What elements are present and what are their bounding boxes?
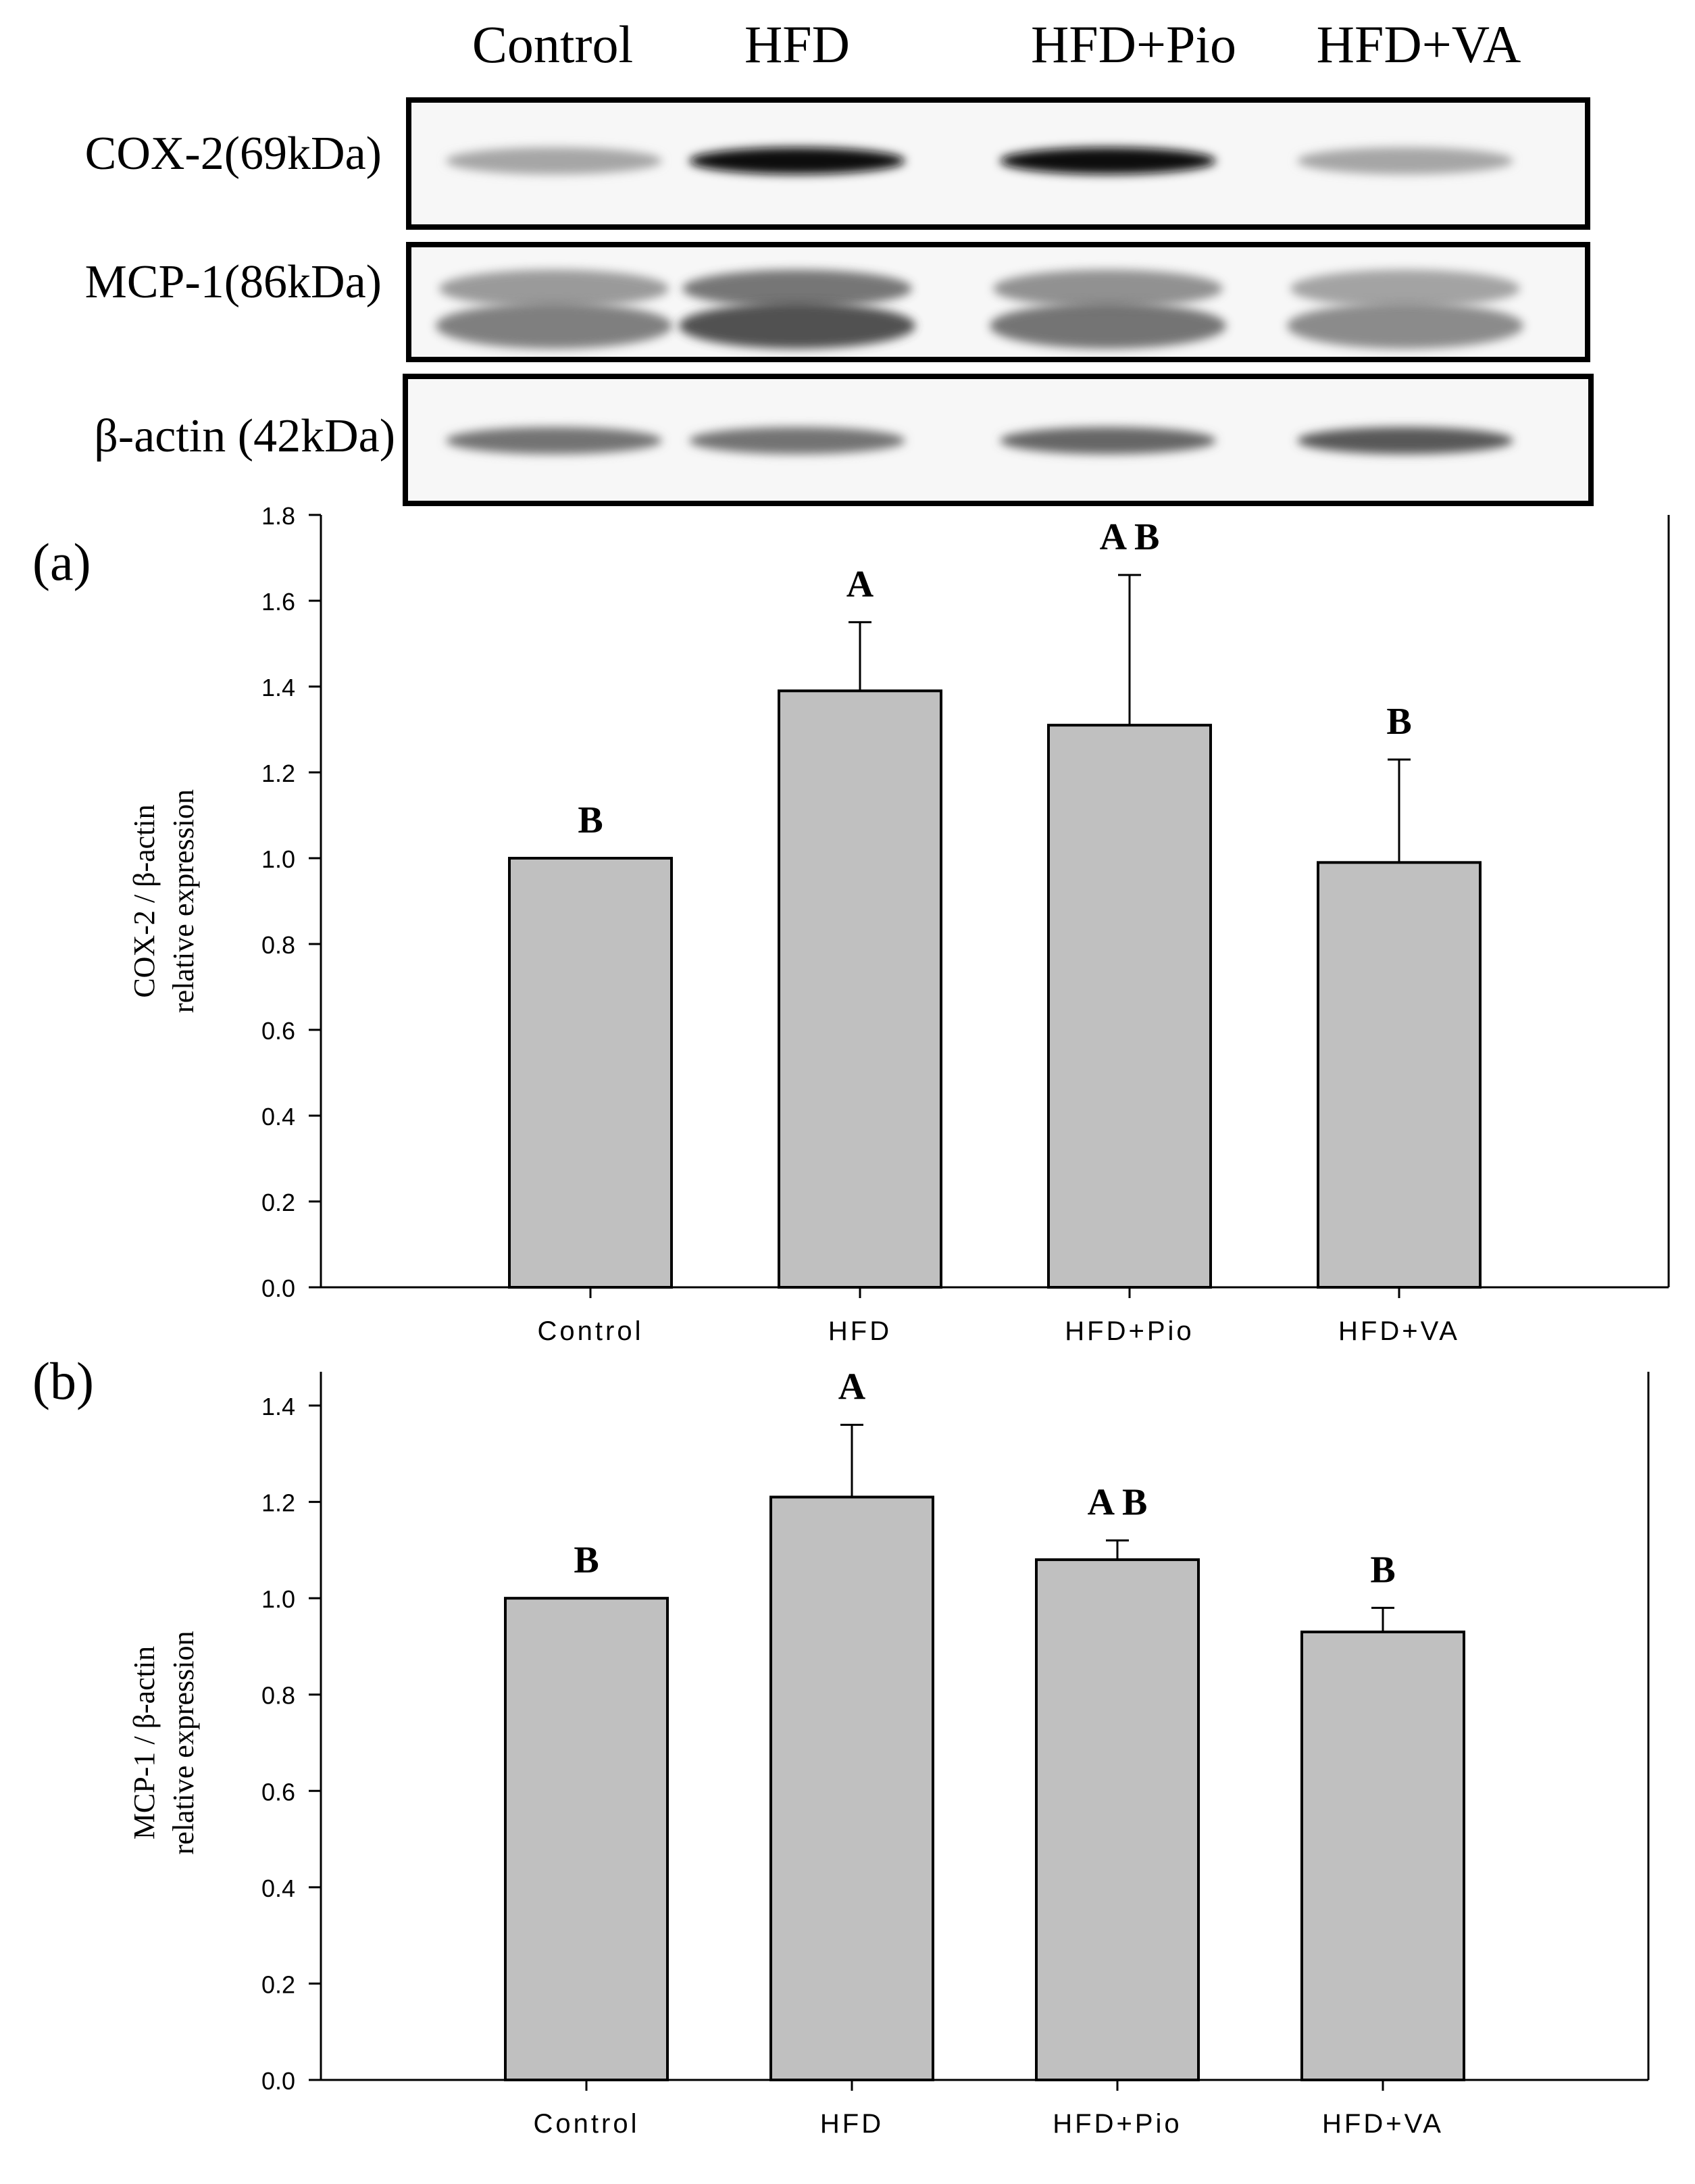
y-axis-label: COX-2 / β-actin — [128, 804, 161, 997]
y-tick-label: 0.2 — [261, 1189, 295, 1216]
blot-band — [1000, 427, 1216, 454]
significance-letter: A — [846, 564, 874, 605]
y-tick-label: 0.4 — [261, 1875, 295, 1902]
significance-letter: B — [574, 1539, 599, 1581]
y-axis-label: MCP-1 / β-actin — [128, 1646, 161, 1839]
x-tick-label: HFD+Pio — [1053, 2109, 1182, 2139]
y-tick-label: 0.4 — [261, 1103, 295, 1131]
blot-band — [1290, 270, 1520, 307]
significance-letter: A — [838, 1366, 866, 1408]
blot-band — [993, 270, 1223, 307]
significance-letter: B — [578, 799, 603, 841]
blot-band — [682, 270, 912, 307]
bar — [1047, 724, 1212, 1289]
y-tick-label: 1.2 — [261, 1489, 295, 1517]
bar — [504, 1597, 669, 2081]
blot-row-label: β-actin (42kDa) — [94, 410, 395, 462]
blot-band — [689, 427, 905, 454]
blot-band — [990, 303, 1226, 349]
blot-band — [1297, 427, 1513, 454]
lane-header: HFD+VA — [1317, 15, 1521, 74]
x-tick-label: HFD+VA — [1322, 2109, 1444, 2139]
blot-band — [679, 303, 915, 349]
bar — [778, 689, 942, 1289]
y-tick-label: 1.2 — [261, 760, 295, 787]
y-axis-label: relative expression — [167, 1631, 200, 1854]
significance-letter: A B — [1100, 516, 1160, 558]
x-tick-label: Control — [538, 1316, 644, 1346]
y-tick-label: 0.0 — [261, 1274, 295, 1302]
lane-header: HFD — [744, 15, 850, 74]
blot-row-label: COX-2(69kDa) — [85, 128, 382, 180]
blot-band — [1000, 147, 1216, 174]
western-blot: Control HFD HFD+Pio HFD+VA COX-2(69kDa) MCP-1… — [85, 15, 1594, 506]
x-tick-label: Control — [534, 2109, 640, 2139]
lane-header: HFD+Pio — [1031, 15, 1236, 74]
blot-band — [436, 303, 672, 349]
y-tick-label: 0.2 — [261, 1970, 295, 1998]
blot-band — [1287, 303, 1523, 349]
y-tick-label: 1.6 — [261, 588, 295, 616]
bar — [769, 1495, 934, 2081]
bar — [1035, 1558, 1200, 2081]
significance-letter: B — [1386, 701, 1411, 743]
bar — [1300, 1631, 1465, 2082]
x-tick-label: HFD+VA — [1338, 1316, 1460, 1346]
x-tick-label: HFD+Pio — [1065, 1316, 1194, 1346]
x-tick-label: HFD — [828, 1316, 892, 1346]
chart-panel-a: (a) COX-2 / β-actin relative expression 0.0… — [32, 502, 1670, 1346]
lane-header: Control — [472, 15, 633, 74]
bar — [508, 857, 673, 1289]
significance-letter: B — [1370, 1549, 1395, 1591]
panel-label: (b) — [32, 1351, 94, 1410]
y-tick-label: 1.0 — [261, 1585, 295, 1613]
y-tick-label: 0.0 — [261, 2067, 295, 2095]
bar — [1317, 861, 1482, 1289]
y-tick-label: 1.0 — [261, 845, 295, 873]
blot-band — [1297, 147, 1513, 174]
blot-band — [446, 147, 662, 174]
y-tick-label: 0.6 — [261, 1017, 295, 1045]
blot-band — [689, 147, 905, 174]
y-axis-label: relative expression — [167, 789, 200, 1013]
y-tick-label: 1.8 — [261, 502, 295, 530]
blot-row-label: MCP-1(86kDa) — [85, 256, 382, 308]
y-tick-label: 0.8 — [261, 1682, 295, 1710]
panel-label: (a) — [32, 532, 91, 591]
y-tick-label: 1.4 — [261, 1393, 295, 1420]
y-tick-label: 1.4 — [261, 674, 295, 701]
significance-letter: A B — [1088, 1482, 1148, 1524]
y-tick-label: 0.6 — [261, 1778, 295, 1806]
x-tick-label: HFD — [820, 2109, 884, 2139]
chart-panel-b: (b) MCP-1 / β-actin relative expression 0.0… — [32, 1351, 1650, 2139]
blot-band — [446, 427, 662, 454]
y-tick-label: 0.8 — [261, 931, 295, 959]
blot-band — [439, 270, 669, 307]
